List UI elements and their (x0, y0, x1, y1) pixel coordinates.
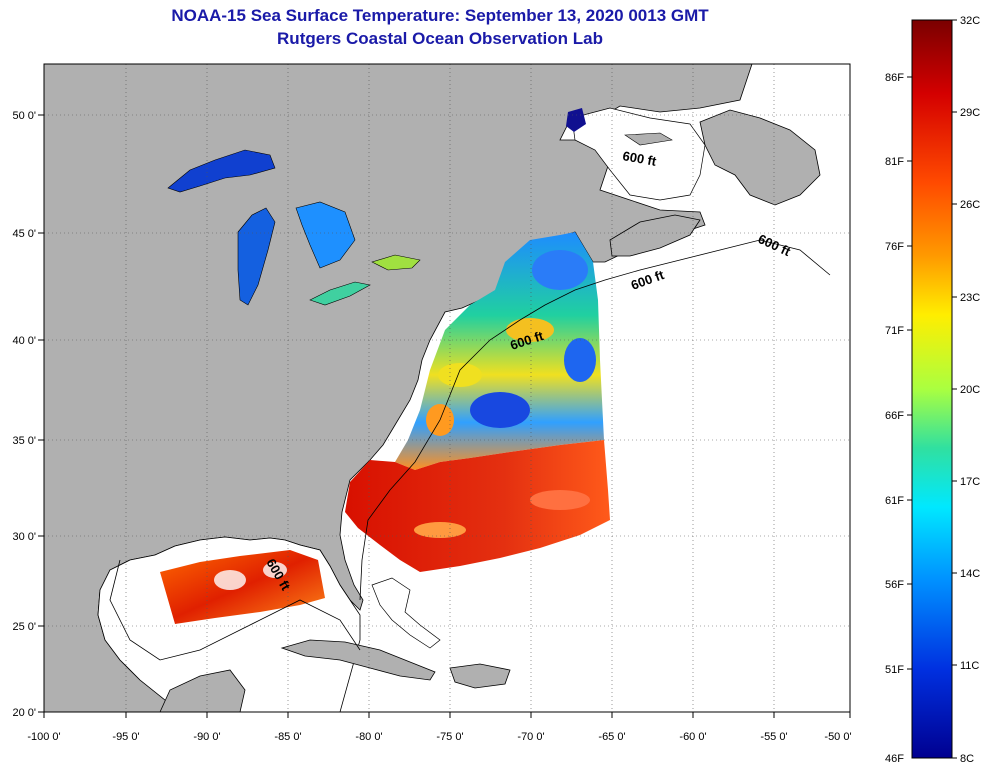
colorbar-fahrenheit-label: 66F (885, 410, 904, 422)
isobath-600ft (109, 239, 831, 661)
colorbar-fahrenheit-label: 81F (885, 156, 904, 168)
lat-tick-label: 50 0' (12, 110, 36, 122)
colorbar-celsius-label: 17C (960, 476, 980, 488)
land-cuba (280, 639, 436, 681)
colorbar-celsius-label: 20C (960, 384, 980, 396)
land-newfoundland (699, 109, 821, 206)
land-nova-scotia (609, 214, 701, 257)
lon-tick-label: -50 0' (824, 731, 851, 743)
colorbar-fahrenheit-label: 46F (885, 753, 904, 765)
lon-tick-label: -55 0' (760, 731, 787, 743)
colorbar-fahrenheit-label: 76F (885, 241, 904, 253)
latitude-labels: 20 0' 25 0' 30 0' 35 0' 40 0' 45 0' 50 0… (12, 110, 36, 719)
colorbar-celsius-label: 29C (960, 107, 980, 119)
lake-huron (295, 201, 356, 269)
sst-warm-patch (530, 490, 590, 510)
graticule (44, 64, 850, 712)
lat-tick-label: 30 0' (12, 531, 36, 543)
colorbar-fahrenheit-label: 61F (885, 495, 904, 507)
land-hispaniola (449, 663, 511, 689)
lon-tick-label: -70 0' (517, 731, 544, 743)
lon-tick-label: -95 0' (112, 731, 139, 743)
map-frame (43, 63, 851, 713)
sst-warm-patch (438, 363, 482, 387)
sst-cold-patch (532, 250, 588, 290)
lat-tick-label: 35 0' (12, 435, 36, 447)
lon-tick-label: -90 0' (193, 731, 220, 743)
lon-tick-label: -65 0' (598, 731, 625, 743)
colorbar: 32C 29C 26C 23C 20C 17C 14C 11C 8C 86F 8… (885, 15, 980, 765)
sst-warm-patch (506, 318, 554, 342)
longitude-labels: -100 0' -95 0' -90 0' -85 0' -80 0' -75 … (27, 731, 851, 743)
bahamas-banks (371, 577, 441, 649)
colorbar-celsius-label: 14C (960, 568, 980, 580)
lon-tick-label: -75 0' (436, 731, 463, 743)
sst-swath-south (345, 440, 610, 572)
contour-label: 600 ft (621, 148, 658, 169)
colorbar-celsius-label: 32C (960, 15, 980, 27)
lat-tick-label: 45 0' (12, 228, 36, 240)
sst-cloud-patch (263, 562, 287, 578)
land-yucatan (159, 669, 246, 712)
lon-tick-label: -85 0' (274, 731, 301, 743)
map-subtitle: Rutgers Coastal Ocean Observation Lab (277, 29, 603, 48)
colorbar-fahrenheit-label: 86F (885, 72, 904, 84)
lake-ontario (371, 254, 421, 271)
colorbar-celsius-label: 26C (960, 199, 980, 211)
colorbar-gradient (911, 19, 953, 759)
lake-superior (167, 149, 276, 193)
sst-cold-patch (470, 392, 530, 428)
james-bay-water (566, 108, 586, 132)
colorbar-fahrenheit-label: 56F (885, 579, 904, 591)
sst-warm-patch (414, 522, 466, 538)
sst-cloud-patch (214, 570, 246, 590)
sst-cold-patch (564, 338, 596, 382)
gulf-st-lawrence (571, 107, 706, 201)
colorbar-celsius-label: 23C (960, 292, 980, 304)
land-anticosti (624, 132, 673, 146)
map-title: NOAA-15 Sea Surface Temperature: Septemb… (171, 6, 709, 25)
lon-tick-label: -60 0' (679, 731, 706, 743)
lat-tick-label: 40 0' (12, 335, 36, 347)
lon-tick-label: -100 0' (27, 731, 60, 743)
lake-michigan (237, 207, 276, 306)
lon-tick-label: -80 0' (355, 731, 382, 743)
axis-ticks (38, 114, 851, 718)
colorbar-fahrenheit-label: 71F (885, 325, 904, 337)
lat-tick-label: 20 0' (12, 707, 36, 719)
lake-erie (309, 281, 371, 306)
colorbar-fahrenheit-label: 51F (885, 664, 904, 676)
colorbar-celsius-label: 11C (960, 660, 979, 672)
colorbar-celsius-label: 8C (960, 753, 974, 765)
lat-tick-label: 25 0' (12, 621, 36, 633)
